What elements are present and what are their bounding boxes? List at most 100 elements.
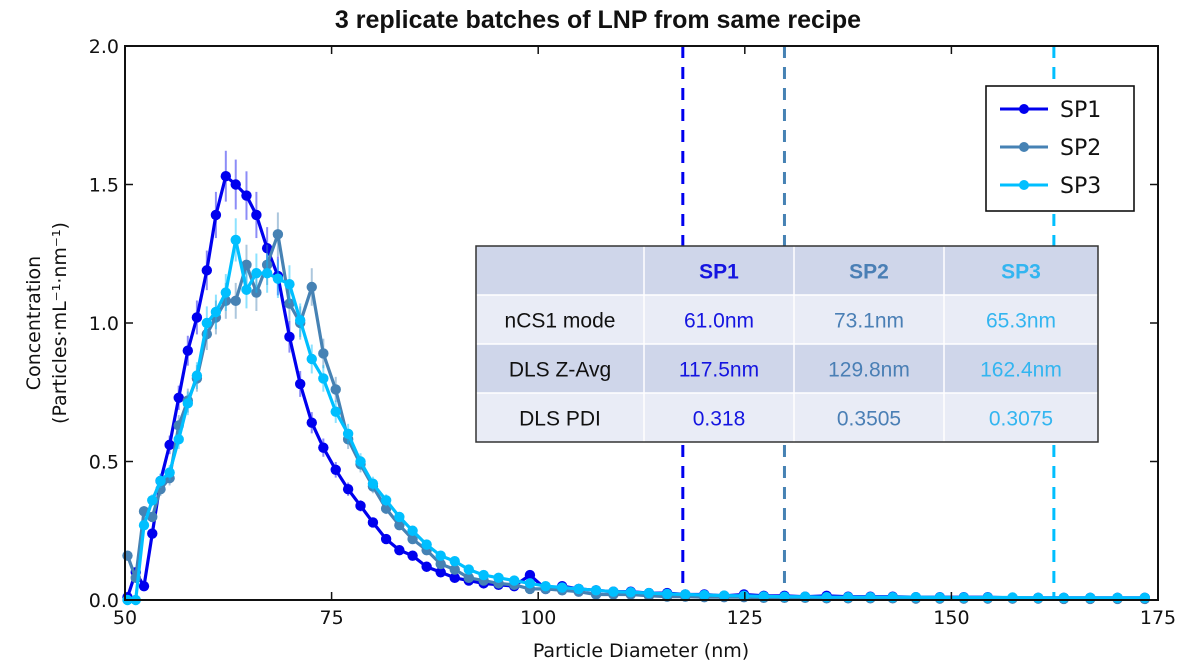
- data-point: [435, 558, 446, 570]
- data-point: [661, 588, 673, 600]
- chart-title: 3 replicate batches of LNP from same rec…: [335, 6, 861, 34]
- legend-label-sp1: SP1: [1060, 98, 1101, 123]
- data-point: [608, 586, 619, 597]
- data-point: [1139, 592, 1150, 603]
- data-point: [1085, 592, 1096, 603]
- data-point: [524, 569, 536, 581]
- data-point: [261, 243, 273, 254]
- table-row: [476, 344, 1098, 393]
- data-point: [573, 583, 584, 595]
- data-point: [407, 550, 418, 561]
- data-point: [449, 572, 460, 584]
- data-point: [251, 209, 262, 221]
- data-point: [699, 589, 710, 601]
- data-point: [251, 287, 262, 298]
- data-point: [394, 520, 405, 531]
- data-point: [407, 533, 418, 545]
- data-point: [182, 398, 194, 409]
- y-axis-label-line2: (Particles·mL⁻¹·nm⁻¹): [49, 222, 71, 424]
- table-border: [475, 245, 1099, 443]
- table-cell: 65.3nm: [986, 310, 1056, 333]
- data-point: [173, 434, 184, 445]
- table-row-label: DLS PDI: [519, 408, 601, 431]
- y-tick-label: 0.0: [89, 590, 119, 612]
- data-point: [680, 589, 691, 600]
- data-point: [463, 564, 474, 575]
- data-point: [718, 590, 730, 601]
- data-point: [524, 578, 536, 589]
- table-header-cell: SP2: [849, 261, 889, 284]
- summary-table: SP1 SP2 SP3 nCS1 mode 61.0nm 73.1nm 65.3nm DLS …: [475, 245, 1099, 443]
- legend-item-sp3: SP3: [1000, 174, 1101, 199]
- data-point: [330, 384, 341, 395]
- data-point: [1007, 592, 1018, 603]
- data-point: [342, 428, 354, 439]
- data-point: [435, 567, 446, 578]
- data-point: [758, 591, 770, 602]
- data-point: [1058, 592, 1069, 603]
- legend-label-sp2: SP2: [1060, 136, 1101, 161]
- table-header-row: [476, 246, 1098, 295]
- x-tick-label: 100: [520, 607, 556, 629]
- y-axis-label-line1: Concentration: [23, 256, 45, 390]
- legend-marker-sp3: [1019, 180, 1029, 190]
- legend-item-sp1: SP1: [1000, 98, 1101, 123]
- legend-marker-sp1: [1019, 104, 1029, 114]
- data-point: [122, 550, 133, 561]
- data-point: [355, 500, 366, 512]
- data-point: [284, 298, 295, 309]
- data-point: [230, 295, 241, 307]
- data-point: [191, 312, 203, 323]
- table-header-cell: SP1: [699, 261, 739, 284]
- data-point: [164, 439, 175, 451]
- data-point: [294, 378, 306, 390]
- table-cell: 0.3075: [989, 408, 1053, 431]
- data-point: [147, 528, 158, 539]
- data-point: [355, 456, 366, 467]
- data-point: [306, 281, 317, 293]
- x-tick-label: 125: [727, 607, 763, 629]
- data-point: [625, 587, 636, 598]
- x-tick-label: 150: [933, 607, 969, 629]
- data-point: [284, 331, 295, 343]
- data-point: [230, 234, 241, 246]
- data-point: [435, 550, 446, 561]
- data-point: [272, 273, 284, 284]
- table-cell: 61.0nm: [684, 310, 754, 333]
- data-point: [449, 556, 460, 567]
- data-point: [272, 229, 284, 240]
- data-point: [164, 467, 175, 478]
- data-point: [556, 582, 568, 593]
- data-point: [191, 370, 203, 381]
- y-axis-label: Concentration (Particles·mL⁻¹·nm⁻¹): [23, 222, 71, 424]
- data-point: [201, 317, 213, 329]
- data-point: [230, 179, 241, 190]
- table-cell: 0.318: [693, 408, 746, 431]
- data-point: [367, 517, 379, 528]
- data-point: [306, 353, 317, 365]
- legend-marker-sp2: [1019, 142, 1029, 152]
- data-point: [449, 564, 460, 575]
- x-tick-label: 50: [113, 607, 137, 629]
- data-point: [241, 259, 252, 271]
- data-point: [367, 478, 379, 489]
- table-cell: 129.8nm: [828, 359, 910, 382]
- data-point: [318, 442, 329, 453]
- legend-label-sp3: SP3: [1060, 174, 1101, 199]
- data-point: [261, 259, 273, 271]
- data-point: [210, 306, 222, 318]
- legend-item-sp2: SP2: [1000, 136, 1101, 161]
- data-point: [407, 525, 418, 536]
- table-cell: 0.3505: [837, 408, 901, 431]
- y-tick-label: 0.5: [89, 452, 119, 474]
- data-point: [421, 561, 432, 572]
- data-point: [155, 475, 166, 487]
- data-point: [220, 287, 232, 298]
- x-tick-label: 75: [320, 607, 344, 629]
- table-cell: 73.1nm: [834, 310, 904, 333]
- data-point: [1112, 592, 1123, 603]
- legend: SP1 SP2 SP3: [985, 85, 1135, 212]
- table-cell: 162.4nm: [980, 359, 1062, 382]
- data-point: [958, 592, 969, 603]
- data-point: [463, 572, 474, 584]
